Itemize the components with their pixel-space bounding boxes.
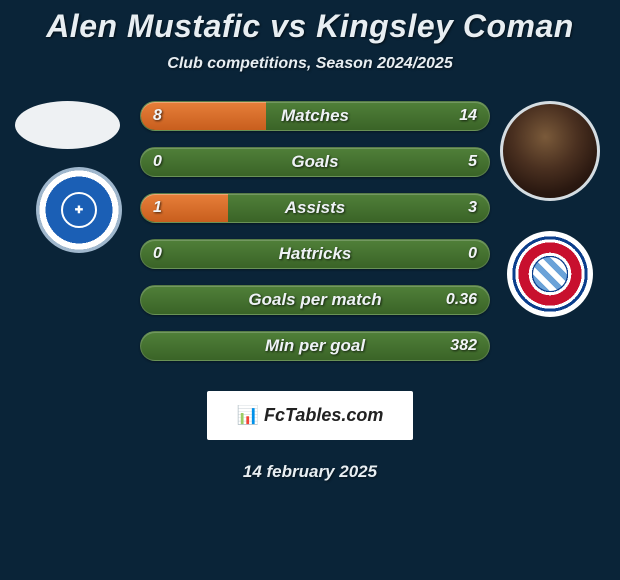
subtitle: Club competitions, Season 2024/2025 bbox=[0, 55, 620, 73]
stat-value-right: 14 bbox=[459, 107, 477, 125]
player-right-photo bbox=[500, 101, 600, 201]
header: Alen Mustafic vs Kingsley Coman Club com… bbox=[0, 0, 620, 73]
player-right-column bbox=[500, 101, 600, 317]
stat-label: Goals bbox=[141, 152, 489, 172]
club-badge-right bbox=[507, 231, 593, 317]
site-logo: 📊 FcTables.com bbox=[207, 391, 414, 440]
slovan-emblem: ✚ bbox=[61, 192, 97, 228]
player-left-column: ✚ bbox=[10, 101, 130, 253]
stat-value-left: 0 bbox=[153, 245, 162, 263]
stat-value-right: 5 bbox=[468, 153, 477, 171]
stat-row: 0Goals5 bbox=[140, 147, 490, 177]
comparison-area: ✚ 8Matches140Goals51Assists30Hattricks0G… bbox=[0, 101, 620, 381]
stat-value-right: 3 bbox=[468, 199, 477, 217]
stat-value-right: 382 bbox=[450, 337, 477, 355]
player-left-photo bbox=[15, 101, 120, 149]
club-badge-left: ✚ bbox=[36, 167, 122, 253]
stat-value-right: 0 bbox=[468, 245, 477, 263]
stat-value-left: 0 bbox=[153, 153, 162, 171]
logo-text: FcTables.com bbox=[264, 405, 383, 425]
stat-row: Goals per match0.36 bbox=[140, 285, 490, 315]
stat-value-left: 8 bbox=[153, 107, 162, 125]
chart-icon: 📊 bbox=[237, 405, 259, 425]
stat-row: Min per goal382 bbox=[140, 331, 490, 361]
stat-row: 8Matches14 bbox=[140, 101, 490, 131]
title: Alen Mustafic vs Kingsley Coman bbox=[0, 8, 620, 45]
stat-row: 0Hattricks0 bbox=[140, 239, 490, 269]
stat-label: Min per goal bbox=[141, 336, 489, 356]
stat-row: 1Assists3 bbox=[140, 193, 490, 223]
stat-label: Goals per match bbox=[141, 290, 489, 310]
stat-label: Hattricks bbox=[141, 244, 489, 264]
stat-value-right: 0.36 bbox=[446, 291, 477, 309]
stat-value-left: 1 bbox=[153, 199, 162, 217]
stat-bars: 8Matches140Goals51Assists30Hattricks0Goa… bbox=[140, 101, 490, 377]
footer: 📊 FcTables.com 14 february 2025 bbox=[0, 391, 620, 482]
date-text: 14 february 2025 bbox=[0, 462, 620, 482]
